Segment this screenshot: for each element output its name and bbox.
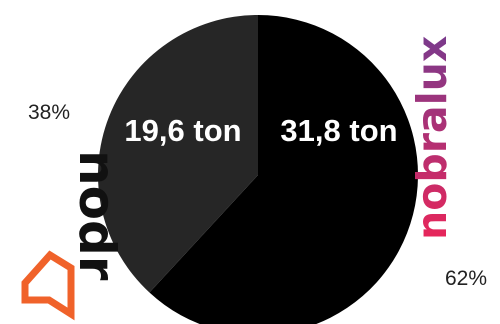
percent-label-nobralux: 62% [445,267,487,290]
value-label-nobralux: 31,8 ton [280,113,397,148]
nodr-wordmark: nodr [68,150,126,281]
pie-slices [97,15,418,324]
value-label-nodr: 19,6 ton [124,113,241,148]
percent-label-nodr: 38% [28,101,70,124]
pie-slice-nodr [97,15,259,293]
pie-slice-nobralux [149,15,418,324]
nodr-logo: nodr [21,150,126,321]
nobralux-logo: nobralux [408,36,456,240]
pin-arrow-icon [21,250,75,321]
nobralux-wordmark: nobralux [408,36,456,240]
